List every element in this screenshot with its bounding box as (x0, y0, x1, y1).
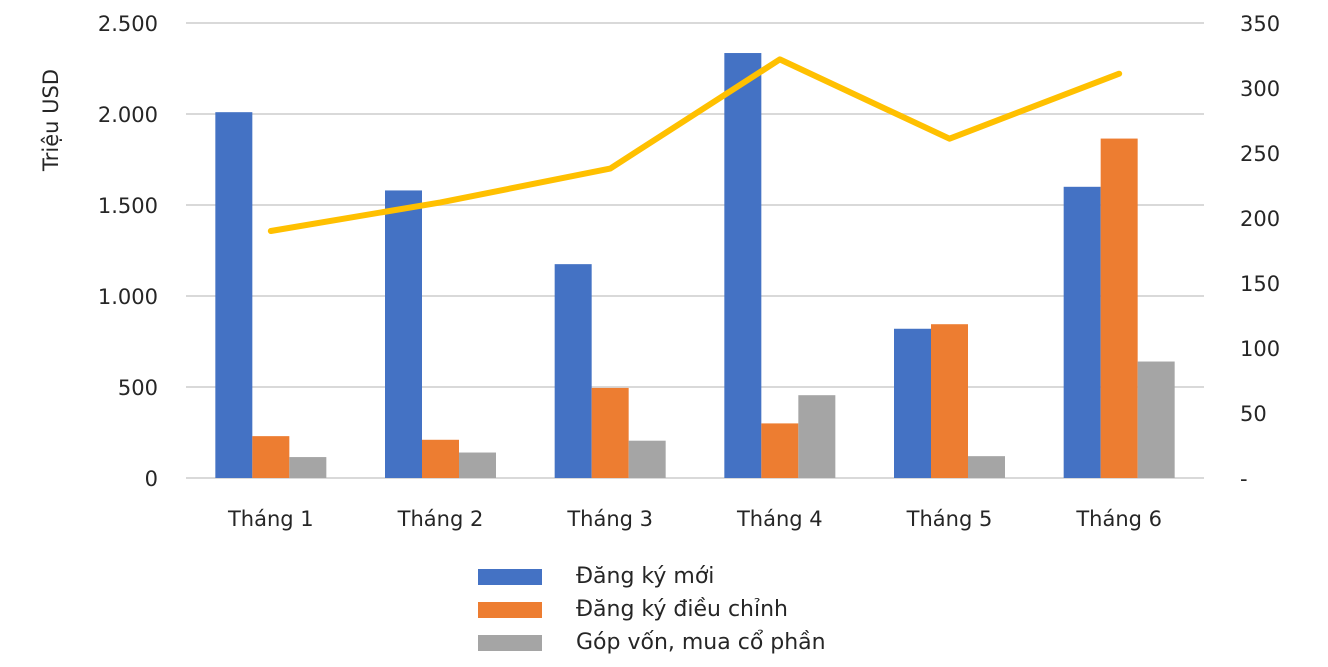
y-tick-label: 1.000 (98, 285, 158, 309)
y-axis-title: Triệu USD (39, 69, 63, 172)
bar (289, 457, 327, 478)
bar (724, 53, 762, 478)
y-right-tick-label: 350 (1240, 12, 1280, 36)
x-category-label: Tháng 1 (227, 507, 314, 531)
x-category-label: Tháng 2 (397, 507, 484, 531)
bar (252, 436, 290, 478)
bar (931, 324, 968, 478)
combo-chart: 0 500 1.000 1.500 2.000 2.500 - 50 100 150 200 250… (39, 12, 1280, 531)
y-right-tick-label: - (1240, 467, 1248, 491)
legend-item-adjusted-registration: Đăng ký điều chỉnh (478, 593, 826, 626)
bar (968, 456, 1005, 478)
legend-swatch (478, 601, 542, 618)
legend-label: Góp vốn, mua cổ phần (576, 630, 826, 655)
bar (628, 440, 666, 478)
y-tick-label: 500 (118, 376, 158, 400)
y-tick-label: 2.000 (98, 103, 158, 127)
x-category-label: Tháng 6 (1075, 507, 1162, 531)
y-right-tick-label: 100 (1240, 337, 1280, 361)
bar (894, 328, 931, 478)
y-right-tick-label: 250 (1240, 142, 1280, 166)
legend-swatch (478, 568, 542, 585)
y-tick-label: 2.500 (98, 12, 158, 36)
y-axis-right: - 50 100 150 200 250 300 350 (1240, 12, 1280, 491)
y-right-tick-label: 150 (1240, 272, 1280, 296)
line-path (267, 56, 1123, 234)
legend: Đăng ký mới Đăng ký điều chỉnh Góp vốn, … (478, 560, 826, 659)
y-axis-left: 0 500 1.000 1.500 2.000 2.500 (98, 12, 158, 491)
y-tick-label: 0 (145, 467, 158, 491)
x-category-label: Tháng 5 (906, 507, 993, 531)
legend-item-new-registration: Đăng ký mới (478, 560, 826, 593)
legend-swatch (478, 634, 542, 651)
y-right-tick-label: 50 (1240, 402, 1267, 426)
x-category-label: Tháng 4 (736, 507, 823, 531)
legend-item-capital-contribution: Góp vốn, mua cổ phần (478, 626, 826, 659)
bar (591, 387, 629, 478)
bar (554, 264, 592, 478)
bar (459, 452, 496, 478)
y-right-tick-label: 200 (1240, 207, 1280, 231)
gridlines (186, 22, 1204, 479)
bar (798, 395, 836, 478)
y-tick-label: 1.500 (98, 194, 158, 218)
bar (422, 439, 459, 478)
x-category-label: Tháng 3 (566, 507, 653, 531)
bar-series (215, 53, 1175, 479)
bar (1137, 361, 1175, 478)
bar (761, 423, 799, 478)
y-right-tick-label: 300 (1240, 77, 1280, 101)
legend-label: Đăng ký mới (576, 564, 715, 589)
bar (1063, 186, 1101, 479)
legend-label: Đăng ký điều chỉnh (576, 597, 788, 622)
line-series (267, 56, 1123, 234)
bar (385, 190, 422, 478)
bar (1100, 138, 1138, 478)
x-axis-categories: Tháng 1 Tháng 2 Tháng 3 Tháng 4 Tháng 5 Tháng… (227, 507, 1162, 531)
bar (215, 112, 253, 479)
